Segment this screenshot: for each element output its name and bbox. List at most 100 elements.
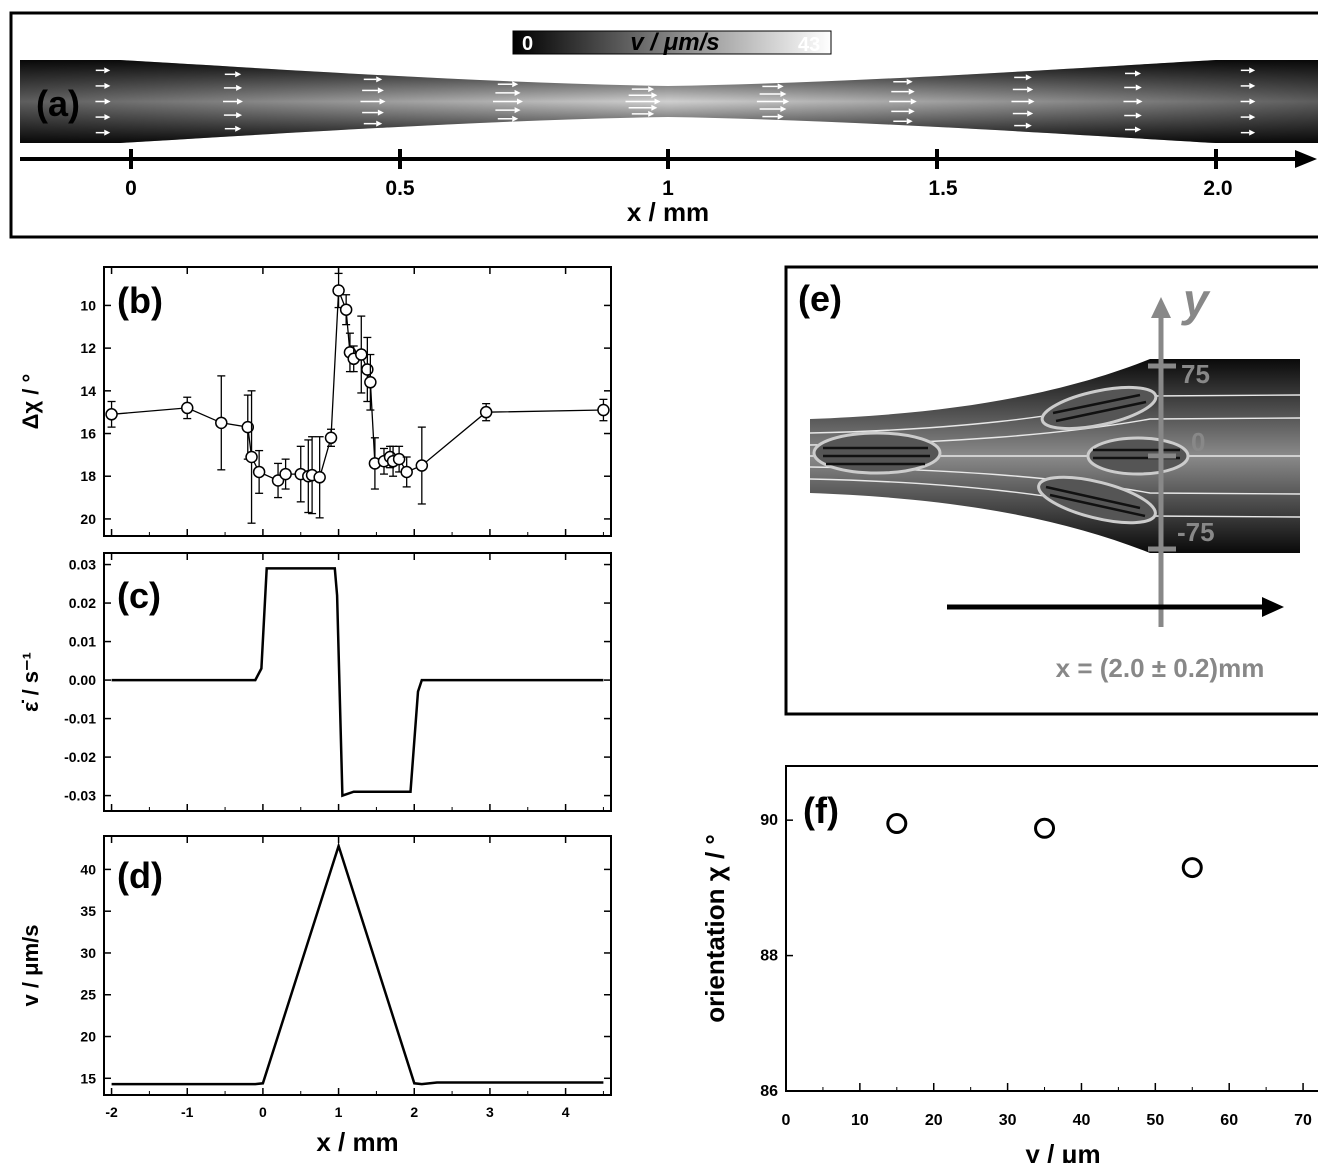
flow-arrowhead [1135, 112, 1142, 119]
y-tick-label: 0.00 [69, 672, 96, 688]
panel-a-axis-arrowhead [1295, 150, 1317, 168]
x-tick-label: -2 [105, 1104, 118, 1120]
panel-e-y-tick: 0 [1191, 427, 1205, 457]
flow-arrowhead [910, 98, 917, 105]
y-tick-label: -0.02 [64, 749, 96, 765]
data-point [332, 284, 345, 297]
flow-arrowhead [1135, 84, 1142, 91]
panel-e-x-caption: x = (2.0 ± 0.2)mm [1056, 653, 1265, 683]
data-point [245, 450, 258, 464]
data-point [364, 376, 377, 389]
y-tick-label: 18 [80, 468, 96, 484]
chart-panel-f: 86 88 90 0 10 20 30 40 50 60 70 (f) orientation χ / … [700, 765, 1318, 1163]
flow-arrowhead [1025, 122, 1032, 129]
data-point [400, 465, 413, 479]
flow-arrowhead [104, 114, 111, 121]
data-point [479, 405, 493, 419]
chart-panel-b: 10 12 14 16 18 20 (b) Δχ / ° [18, 266, 612, 537]
flow-arrowhead [236, 112, 243, 119]
data-point [313, 471, 326, 484]
y-tick-label: 88 [760, 948, 778, 965]
panel-a-ticks [129, 149, 1218, 169]
panel-label: (d) [117, 855, 163, 896]
panel-a-label: (a) [36, 83, 80, 124]
panel-e-x-arrowhead [1262, 597, 1284, 617]
y-tick-label: -0.01 [64, 711, 96, 727]
y-tick-label: 16 [80, 426, 96, 442]
flow-arrowhead [235, 125, 242, 132]
flow-arrowhead [1135, 126, 1142, 133]
x-tick-label: 3 [486, 1104, 494, 1120]
x-axis-title: x / mm [316, 1127, 398, 1157]
flow-arrowhead [908, 108, 915, 115]
panel-a-tick-label: 0.5 [385, 177, 415, 200]
x-tick-label: 0 [259, 1104, 267, 1120]
y-tick-label: 10 [80, 297, 96, 313]
flow-arrowhead [651, 104, 658, 111]
panel-a-frame [9, 11, 1318, 239]
y-tick-label: 20 [80, 511, 96, 527]
data-point [215, 416, 228, 430]
series-line [111, 567, 604, 798]
flow-arrowhead [104, 98, 111, 105]
y-tick-label: -0.03 [64, 788, 96, 804]
x-tick-label: 20 [925, 1112, 943, 1129]
flow-arrowhead [780, 106, 787, 113]
x-tick-label: 10 [851, 1112, 869, 1129]
flow-arrowhead [376, 76, 383, 83]
y-axis-title: v / μm/s [18, 925, 43, 1007]
flow-arrowhead [236, 84, 243, 91]
plot-frame [103, 835, 612, 1096]
x-tick-label: 60 [1220, 1112, 1238, 1129]
flow-arrowhead [235, 71, 242, 78]
colorbar-max-label: 43 [798, 34, 820, 56]
flow-arrowhead [1028, 98, 1035, 105]
flow-arrowhead [651, 92, 658, 99]
plot-frame [785, 765, 1318, 1092]
flow-arrowhead [379, 98, 386, 105]
flow-arrowhead [777, 83, 784, 90]
panel-label: (c) [117, 575, 161, 616]
data-point [339, 303, 353, 316]
y-tick-label: 25 [80, 987, 96, 1003]
y-tick-label: 30 [80, 945, 96, 961]
data-point [279, 467, 292, 481]
data-point [105, 408, 118, 421]
flow-arrowhead [783, 98, 790, 105]
flow-arrowhead [514, 107, 521, 114]
flow-arrowhead [512, 81, 519, 88]
panel-a-axis-title: x / mm [627, 197, 709, 227]
panel-a-tick-label: 2.0 [1203, 177, 1232, 200]
panel-a-tick-label: 1 [662, 177, 674, 200]
y-tick-label: 35 [80, 903, 96, 919]
data-point [1034, 817, 1056, 839]
flow-arrowhead [777, 113, 784, 120]
y-axis-title: Δχ / ° [18, 374, 43, 430]
x-tick-label: -1 [181, 1104, 194, 1120]
series-line [111, 841, 604, 1086]
data-point [415, 459, 429, 472]
flow-arrowhead [1135, 70, 1142, 77]
flow-arrowhead [1249, 129, 1256, 136]
flow-arrowhead [104, 82, 111, 89]
x-tick-label: 40 [1073, 1112, 1091, 1129]
x-tick-label: 30 [999, 1112, 1017, 1129]
y-axis-title: ε̇ / s⁻¹ [18, 652, 43, 712]
x-axis-title: y / μm [1025, 1139, 1100, 1163]
y-tick-label: 15 [80, 1070, 96, 1086]
data-point [180, 401, 194, 415]
x-tick-label: 70 [1294, 1112, 1312, 1129]
panel-e-y-tick: -75 [1177, 517, 1215, 547]
flow-arrowhead [1027, 110, 1034, 117]
flow-arrowhead [648, 110, 655, 117]
y-tick-label: 14 [80, 383, 96, 399]
y-tick-label: 0.03 [69, 557, 96, 573]
chart-panel-d: 15 20 25 30 35 40 -2 -1 0 1 2 3 4 (d) v / μm/s x / mm [18, 835, 612, 1157]
flow-arrowhead [377, 109, 384, 116]
data-point [252, 465, 266, 479]
x-tick-label: 0 [782, 1112, 791, 1129]
panel-e-y-label: y [1181, 274, 1211, 326]
channel-shade [20, 60, 1318, 143]
